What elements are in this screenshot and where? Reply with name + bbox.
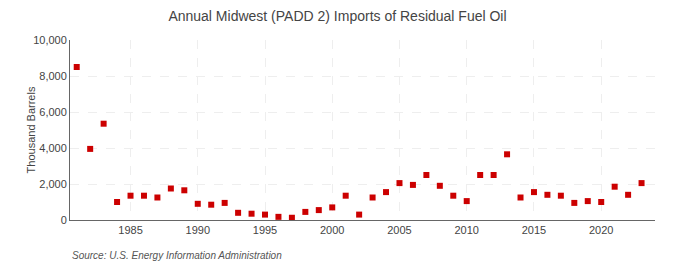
svg-text:2010: 2010 bbox=[454, 224, 478, 236]
svg-text:10,000: 10,000 bbox=[33, 34, 67, 46]
svg-text:4,000: 4,000 bbox=[39, 142, 67, 154]
svg-text:2020: 2020 bbox=[589, 224, 613, 236]
svg-text:Source: U.S. Energy Informatio: Source: U.S. Energy Information Administ… bbox=[72, 250, 282, 261]
svg-text:8,000: 8,000 bbox=[39, 70, 67, 82]
svg-text:Annual Midwest (PADD 2) Import: Annual Midwest (PADD 2) Imports of Resid… bbox=[168, 8, 506, 24]
svg-text:2015: 2015 bbox=[522, 224, 546, 236]
svg-text:1990: 1990 bbox=[186, 224, 210, 236]
svg-text:1985: 1985 bbox=[118, 224, 142, 236]
svg-text:2,000: 2,000 bbox=[39, 178, 67, 190]
svg-text:2000: 2000 bbox=[320, 224, 344, 236]
svg-text:0: 0 bbox=[61, 214, 67, 226]
svg-text:2005: 2005 bbox=[387, 224, 411, 236]
svg-text:1995: 1995 bbox=[253, 224, 277, 236]
svg-text:6,000: 6,000 bbox=[39, 106, 67, 118]
svg-text:Thousand Barrels: Thousand Barrels bbox=[25, 86, 37, 173]
